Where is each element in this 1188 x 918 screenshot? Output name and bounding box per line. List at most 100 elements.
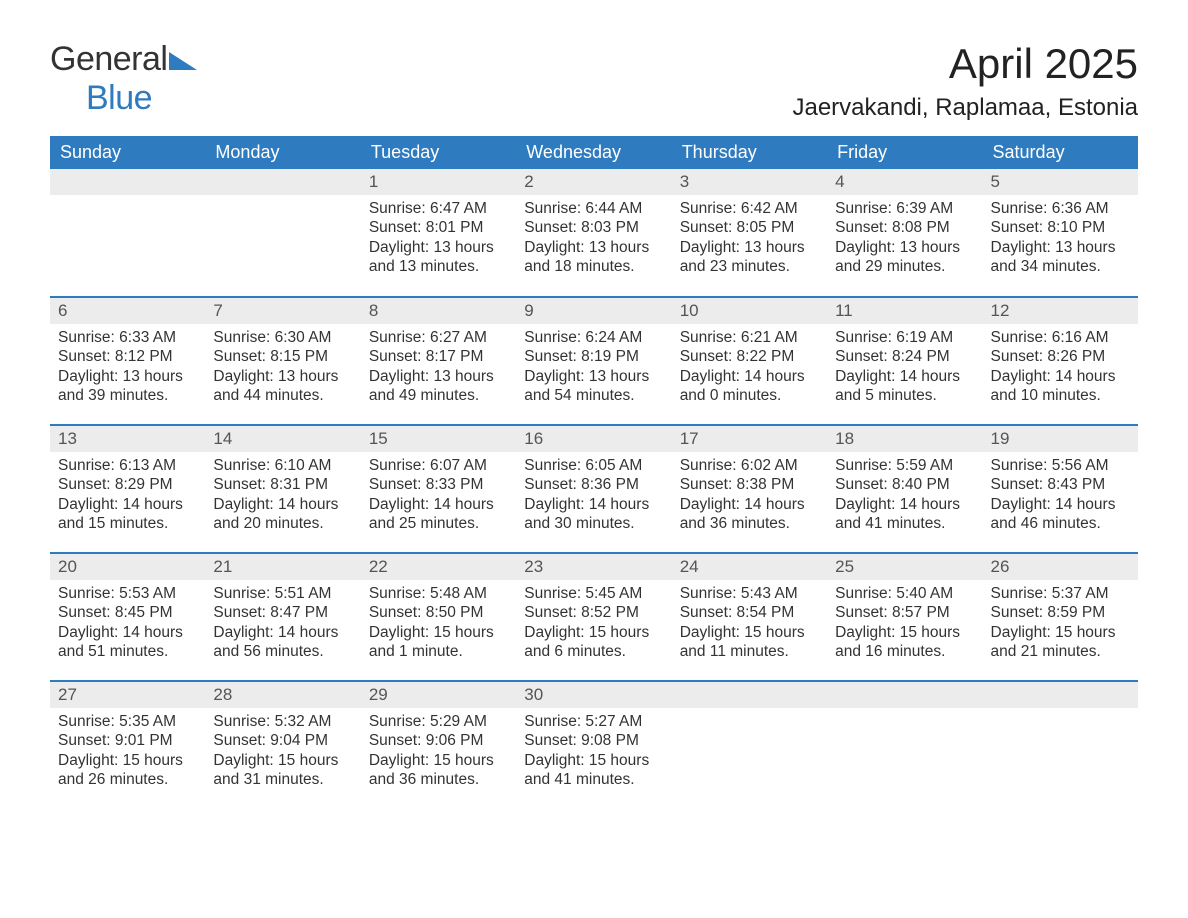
day-daylight2: and 51 minutes.: [58, 642, 197, 661]
calendar-cell: 20Sunrise: 5:53 AMSunset: 8:45 PMDayligh…: [50, 553, 205, 681]
day-daylight2: and 0 minutes.: [680, 386, 819, 405]
day-daylight1: Daylight: 13 hours: [835, 238, 974, 257]
day-sunrise: Sunrise: 6:13 AM: [58, 456, 197, 475]
day-daylight2: and 1 minute.: [369, 642, 508, 661]
day-sunrise: Sunrise: 5:32 AM: [213, 712, 352, 731]
day-sunset: Sunset: 8:26 PM: [991, 347, 1130, 366]
day-daylight2: and 10 minutes.: [991, 386, 1130, 405]
day-daylight1: Daylight: 15 hours: [524, 623, 663, 642]
day-number-empty: [205, 169, 360, 195]
day-sunset: Sunset: 8:01 PM: [369, 218, 508, 237]
calendar-cell: 24Sunrise: 5:43 AMSunset: 8:54 PMDayligh…: [672, 553, 827, 681]
day-sunrise: Sunrise: 6:21 AM: [680, 328, 819, 347]
day-body: Sunrise: 5:40 AMSunset: 8:57 PMDaylight:…: [827, 580, 982, 670]
day-daylight2: and 6 minutes.: [524, 642, 663, 661]
day-daylight2: and 25 minutes.: [369, 514, 508, 533]
day-sunrise: Sunrise: 5:27 AM: [524, 712, 663, 731]
day-sunrise: Sunrise: 5:53 AM: [58, 584, 197, 603]
day-sunset: Sunset: 9:04 PM: [213, 731, 352, 750]
day-daylight2: and 5 minutes.: [835, 386, 974, 405]
day-daylight1: Daylight: 13 hours: [369, 238, 508, 257]
day-daylight2: and 36 minutes.: [369, 770, 508, 789]
day-daylight1: Daylight: 14 hours: [524, 495, 663, 514]
day-sunrise: Sunrise: 6:30 AM: [213, 328, 352, 347]
day-number-empty: [50, 169, 205, 195]
day-daylight1: Daylight: 14 hours: [58, 495, 197, 514]
day-number: 19: [983, 426, 1138, 452]
day-sunset: Sunset: 8:54 PM: [680, 603, 819, 622]
day-sunset: Sunset: 8:47 PM: [213, 603, 352, 622]
day-number: 18: [827, 426, 982, 452]
day-daylight2: and 20 minutes.: [213, 514, 352, 533]
day-number: 25: [827, 554, 982, 580]
day-daylight2: and 21 minutes.: [991, 642, 1130, 661]
day-sunset: Sunset: 8:19 PM: [524, 347, 663, 366]
day-daylight2: and 18 minutes.: [524, 257, 663, 276]
day-daylight1: Daylight: 14 hours: [213, 623, 352, 642]
day-number: 14: [205, 426, 360, 452]
day-sunrise: Sunrise: 6:24 AM: [524, 328, 663, 347]
day-body: Sunrise: 6:42 AMSunset: 8:05 PMDaylight:…: [672, 195, 827, 285]
calendar-cell: 9Sunrise: 6:24 AMSunset: 8:19 PMDaylight…: [516, 297, 671, 425]
day-sunrise: Sunrise: 5:29 AM: [369, 712, 508, 731]
day-number: 3: [672, 169, 827, 195]
day-sunrise: Sunrise: 6:05 AM: [524, 456, 663, 475]
day-daylight2: and 44 minutes.: [213, 386, 352, 405]
day-number: 4: [827, 169, 982, 195]
day-sunset: Sunset: 8:24 PM: [835, 347, 974, 366]
day-sunrise: Sunrise: 6:10 AM: [213, 456, 352, 475]
day-number: 27: [50, 682, 205, 708]
day-number: 29: [361, 682, 516, 708]
day-daylight2: and 41 minutes.: [524, 770, 663, 789]
day-daylight1: Daylight: 15 hours: [835, 623, 974, 642]
day-daylight2: and 34 minutes.: [991, 257, 1130, 276]
day-daylight1: Daylight: 15 hours: [369, 623, 508, 642]
day-daylight1: Daylight: 15 hours: [369, 751, 508, 770]
calendar-cell: 21Sunrise: 5:51 AMSunset: 8:47 PMDayligh…: [205, 553, 360, 681]
day-sunset: Sunset: 8:17 PM: [369, 347, 508, 366]
day-daylight2: and 56 minutes.: [213, 642, 352, 661]
day-body: Sunrise: 6:10 AMSunset: 8:31 PMDaylight:…: [205, 452, 360, 542]
day-daylight1: Daylight: 14 hours: [835, 495, 974, 514]
month-title: April 2025: [792, 40, 1138, 88]
calendar-cell: 17Sunrise: 6:02 AMSunset: 8:38 PMDayligh…: [672, 425, 827, 553]
day-sunset: Sunset: 8:03 PM: [524, 218, 663, 237]
logo-triangle-icon: [169, 52, 197, 70]
calendar-cell: 15Sunrise: 6:07 AMSunset: 8:33 PMDayligh…: [361, 425, 516, 553]
day-daylight1: Daylight: 15 hours: [213, 751, 352, 770]
day-daylight1: Daylight: 15 hours: [680, 623, 819, 642]
day-daylight1: Daylight: 13 hours: [524, 238, 663, 257]
calendar-cell: [827, 681, 982, 809]
day-sunset: Sunset: 8:50 PM: [369, 603, 508, 622]
calendar-cell: 18Sunrise: 5:59 AMSunset: 8:40 PMDayligh…: [827, 425, 982, 553]
calendar-cell: 22Sunrise: 5:48 AMSunset: 8:50 PMDayligh…: [361, 553, 516, 681]
day-sunset: Sunset: 8:52 PM: [524, 603, 663, 622]
calendar-cell: 13Sunrise: 6:13 AMSunset: 8:29 PMDayligh…: [50, 425, 205, 553]
day-sunset: Sunset: 8:43 PM: [991, 475, 1130, 494]
calendar-cell: 19Sunrise: 5:56 AMSunset: 8:43 PMDayligh…: [983, 425, 1138, 553]
day-number: 10: [672, 298, 827, 324]
day-sunset: Sunset: 8:31 PM: [213, 475, 352, 494]
day-body: Sunrise: 6:30 AMSunset: 8:15 PMDaylight:…: [205, 324, 360, 414]
day-number: 15: [361, 426, 516, 452]
header: General Blue April 2025 Jaervakandi, Rap…: [50, 40, 1138, 132]
day-body: Sunrise: 6:13 AMSunset: 8:29 PMDaylight:…: [50, 452, 205, 542]
day-number: 26: [983, 554, 1138, 580]
day-body: Sunrise: 6:21 AMSunset: 8:22 PMDaylight:…: [672, 324, 827, 414]
day-body: Sunrise: 5:32 AMSunset: 9:04 PMDaylight:…: [205, 708, 360, 798]
calendar-week-row: 1Sunrise: 6:47 AMSunset: 8:01 PMDaylight…: [50, 169, 1138, 297]
weekday-header: Sunday: [50, 136, 205, 169]
day-number: 11: [827, 298, 982, 324]
day-number: 2: [516, 169, 671, 195]
weekday-header: Saturday: [983, 136, 1138, 169]
day-sunset: Sunset: 8:36 PM: [524, 475, 663, 494]
day-sunset: Sunset: 8:38 PM: [680, 475, 819, 494]
weekday-header: Tuesday: [361, 136, 516, 169]
day-daylight2: and 46 minutes.: [991, 514, 1130, 533]
day-daylight2: and 30 minutes.: [524, 514, 663, 533]
day-sunrise: Sunrise: 5:48 AM: [369, 584, 508, 603]
day-daylight1: Daylight: 13 hours: [58, 367, 197, 386]
day-number: 21: [205, 554, 360, 580]
day-number: 16: [516, 426, 671, 452]
calendar-cell: 12Sunrise: 6:16 AMSunset: 8:26 PMDayligh…: [983, 297, 1138, 425]
